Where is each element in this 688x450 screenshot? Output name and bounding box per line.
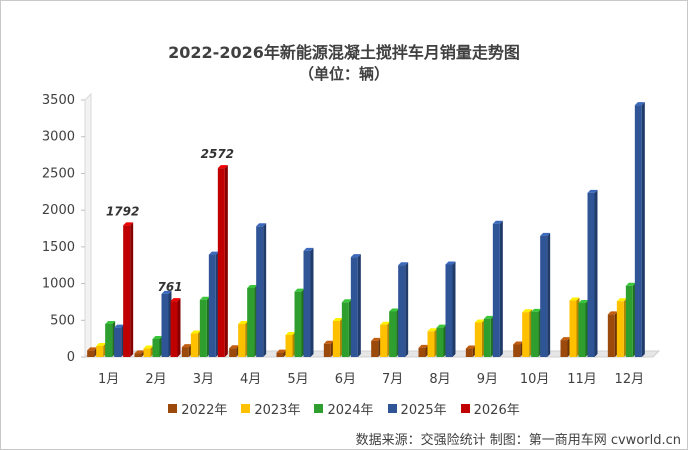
bar bbox=[398, 262, 409, 357]
bar bbox=[540, 232, 551, 357]
bar bbox=[96, 342, 107, 357]
bar bbox=[208, 251, 219, 357]
bar bbox=[170, 298, 181, 357]
legend-item: 2026年 bbox=[460, 399, 520, 418]
bar bbox=[323, 340, 334, 357]
y-tick-label: 3500 bbox=[42, 93, 75, 108]
bar bbox=[371, 337, 382, 357]
x-tick-label: 4月 bbox=[240, 372, 261, 387]
bar bbox=[114, 324, 125, 357]
bar bbox=[560, 337, 571, 357]
bar bbox=[616, 298, 627, 357]
bar bbox=[247, 284, 258, 357]
data-label: 761 bbox=[157, 280, 182, 294]
legend-swatch bbox=[241, 404, 251, 413]
bar bbox=[418, 344, 429, 357]
legend-item: 2022年 bbox=[168, 399, 227, 418]
legend-label: 2023年 bbox=[254, 403, 301, 418]
x-tick-label: 5月 bbox=[287, 372, 308, 387]
y-tick-label: 1500 bbox=[42, 240, 75, 255]
bar bbox=[181, 344, 192, 357]
source-note: 数据来源：交强险统计 制图：第一商用车网 cvworld.cn bbox=[355, 433, 681, 448]
chart-title: 2022-2026年新能源混凝土搅拌车月销量走势图 bbox=[168, 43, 520, 62]
chart-legend: 2022年 2023年 2024年 2025年 2026年 bbox=[1, 399, 687, 418]
plot-side-wall bbox=[84, 92, 92, 359]
bar bbox=[465, 345, 476, 357]
legend-item: 2025年 bbox=[387, 399, 447, 418]
legend-label: 2022年 bbox=[181, 403, 228, 418]
legend-item: 2024年 bbox=[314, 399, 374, 418]
legend-swatch bbox=[460, 404, 470, 413]
bar bbox=[294, 288, 305, 357]
x-tick-label: 11月 bbox=[567, 372, 597, 387]
bar bbox=[303, 247, 314, 357]
x-tick-label: 1月 bbox=[98, 372, 119, 387]
bar bbox=[389, 308, 400, 357]
legend-swatch bbox=[314, 404, 324, 413]
x-tick-label: 12月 bbox=[615, 372, 645, 387]
legend-swatch bbox=[168, 404, 178, 413]
y-tick-label: 3000 bbox=[42, 130, 75, 145]
bar bbox=[190, 330, 201, 357]
bar bbox=[341, 299, 352, 357]
legend-item: 2023年 bbox=[241, 399, 300, 418]
legend-label: 2025年 bbox=[400, 403, 447, 418]
bar bbox=[607, 311, 618, 357]
x-tick-label: 3月 bbox=[193, 372, 214, 387]
bar bbox=[445, 261, 456, 357]
chart-subtitle: （单位：辆） bbox=[298, 65, 389, 83]
bar bbox=[587, 189, 598, 357]
x-tick-label: 6月 bbox=[335, 372, 356, 387]
y-tick-label: 0 bbox=[67, 350, 75, 365]
y-tick-label: 500 bbox=[50, 313, 75, 328]
bar bbox=[380, 321, 391, 357]
x-tick-label: 2月 bbox=[145, 372, 166, 387]
bar bbox=[285, 331, 296, 357]
bar bbox=[625, 282, 636, 357]
bar bbox=[578, 300, 589, 357]
legend-label: 2024年 bbox=[327, 403, 374, 418]
bar bbox=[161, 290, 172, 357]
bar bbox=[143, 345, 154, 357]
plot-back-wall bbox=[91, 94, 659, 351]
bar bbox=[350, 254, 361, 357]
bar bbox=[531, 308, 542, 357]
bar bbox=[634, 102, 645, 357]
legend-label: 2026年 bbox=[473, 403, 520, 418]
bar bbox=[569, 297, 580, 357]
data-label: 1792 bbox=[106, 204, 139, 218]
bar bbox=[332, 318, 343, 357]
x-tick-label: 10月 bbox=[520, 372, 550, 387]
x-tick-label: 9月 bbox=[477, 372, 498, 387]
bar bbox=[474, 319, 485, 357]
legend-swatch bbox=[387, 404, 397, 413]
bar bbox=[217, 165, 228, 357]
bar bbox=[256, 223, 267, 357]
bar bbox=[522, 309, 533, 357]
y-tick-label: 2000 bbox=[42, 203, 75, 218]
bar bbox=[513, 341, 524, 357]
bar bbox=[436, 324, 447, 357]
bar bbox=[229, 345, 240, 357]
bar bbox=[238, 320, 249, 357]
bar bbox=[483, 315, 494, 357]
bar bbox=[199, 296, 210, 357]
y-tick-label: 1000 bbox=[42, 277, 75, 292]
data-label: 2572 bbox=[201, 147, 234, 161]
bar bbox=[123, 222, 134, 357]
bar bbox=[105, 320, 116, 357]
bar bbox=[427, 328, 438, 357]
bar bbox=[152, 336, 163, 357]
y-tick-label: 2500 bbox=[42, 166, 75, 181]
x-tick-label: 8月 bbox=[429, 372, 450, 387]
x-tick-label: 7月 bbox=[382, 372, 403, 387]
bar bbox=[492, 220, 503, 357]
